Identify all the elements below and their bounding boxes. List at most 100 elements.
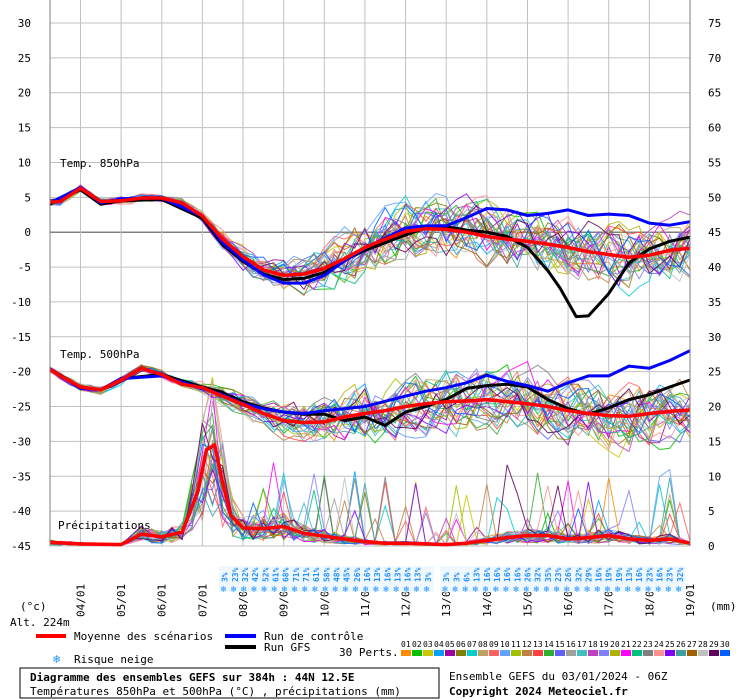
snowflake-icon: ❄ bbox=[241, 585, 247, 595]
snow-risk-pct: 71% bbox=[302, 567, 311, 582]
member-id: 01 bbox=[401, 640, 411, 649]
member-swatch bbox=[445, 650, 455, 656]
member-id: 18 bbox=[588, 640, 598, 649]
snow-risk-pct: 42% bbox=[251, 567, 260, 582]
member-line-precip bbox=[49, 477, 691, 547]
snowflake-icon: ❄ bbox=[666, 585, 672, 595]
snow-risk-pct: 3% bbox=[442, 572, 451, 582]
snowflake-icon: ❄ bbox=[251, 585, 257, 595]
left-tick-label: -35 bbox=[11, 470, 31, 483]
snowflake-icon: ❄ bbox=[261, 585, 267, 595]
plot-area bbox=[50, 0, 690, 546]
footer-title-box bbox=[19, 667, 440, 699]
snow-risk-pct: 23% bbox=[554, 567, 563, 582]
member-line-t500 bbox=[49, 364, 691, 440]
snowflake-icon: ❄ bbox=[332, 585, 338, 595]
snow-risk-pct: 16% bbox=[483, 567, 492, 582]
member-swatch bbox=[434, 650, 444, 656]
member-swatch bbox=[599, 650, 609, 656]
snowflake-icon: ❄ bbox=[574, 585, 580, 595]
snow-risk-row: 3%❄23%❄32%❄42%❄52%❄61%❄68%❄71%❄71%❄61%❄5… bbox=[218, 566, 686, 595]
snowflake-icon: ❄ bbox=[534, 585, 540, 595]
left-tick-label: -25 bbox=[11, 401, 31, 414]
member-swatch bbox=[610, 650, 620, 656]
right-tick-label: 10 bbox=[708, 470, 721, 483]
member-id: 07 bbox=[467, 640, 477, 649]
legend-control-label: Run de contrôle bbox=[264, 630, 363, 643]
snowflake-icon: ❄ bbox=[442, 585, 448, 595]
snow-risk-band bbox=[218, 566, 434, 592]
left-tick-label: 20 bbox=[18, 87, 31, 100]
right-tick-label: 70 bbox=[708, 52, 721, 65]
member-swatch bbox=[555, 650, 565, 656]
legend-snow-label: Risque neige bbox=[74, 653, 153, 666]
snow-risk-pct: 68% bbox=[282, 567, 291, 582]
x-tick-label: 14/01 bbox=[481, 584, 494, 617]
footer-subtitle: Températures 850hPa et 500hPa (°C) , pré… bbox=[30, 685, 401, 698]
member-id: 02 bbox=[412, 640, 422, 649]
right-tick-label: 40 bbox=[708, 261, 721, 274]
snow-risk-pct: 23% bbox=[645, 567, 654, 582]
snow-risk-pct: 16% bbox=[513, 567, 522, 582]
snow-risk-pct: 35% bbox=[544, 567, 553, 582]
snow-risk-pct: 19% bbox=[615, 567, 624, 582]
member-swatch bbox=[500, 650, 510, 656]
snowflake-icon: ❄ bbox=[363, 585, 369, 595]
member-id: 10 bbox=[500, 640, 510, 649]
snowflake-icon: ❄ bbox=[292, 585, 298, 595]
right-tick-label: 20 bbox=[708, 401, 721, 414]
x-tick-label: 16/01 bbox=[562, 584, 575, 617]
label-precip: Précipitations bbox=[58, 519, 151, 532]
member-id: 03 bbox=[423, 640, 433, 649]
member-id: 14 bbox=[544, 640, 554, 649]
snowflake-icon: ❄ bbox=[473, 585, 479, 595]
series-t500-mean bbox=[49, 366, 691, 425]
snowflake-icon: ❄ bbox=[393, 585, 399, 595]
snowflake-icon: ❄ bbox=[231, 585, 237, 595]
snow-risk-pct: 16% bbox=[493, 567, 502, 582]
right-tick-label: 60 bbox=[708, 122, 721, 135]
member-swatch bbox=[643, 650, 653, 656]
member-swatch bbox=[720, 650, 730, 656]
x-tick-label: 12/01 bbox=[400, 584, 413, 617]
member-swatch bbox=[533, 650, 543, 656]
snowflake-icon: ❄ bbox=[373, 585, 379, 595]
member-id: 17 bbox=[577, 640, 587, 649]
member-swatch bbox=[423, 650, 433, 656]
x-tick-label: 10/01 bbox=[318, 584, 331, 617]
snow-risk-pct: 61% bbox=[272, 567, 281, 582]
snowflake-icon: ❄ bbox=[595, 585, 601, 595]
x-tick-label: 05/01 bbox=[115, 584, 128, 617]
snowflake-icon: ❄ bbox=[414, 585, 420, 595]
snowflake-icon: ❄ bbox=[635, 585, 641, 595]
left-tick-label: -45 bbox=[11, 540, 31, 553]
snowflake-icon: ❄ bbox=[463, 585, 469, 595]
snow-risk-pct: 13% bbox=[393, 567, 402, 582]
member-id: 09 bbox=[489, 640, 499, 649]
member-swatch bbox=[621, 650, 631, 656]
member-id: 21 bbox=[621, 640, 631, 649]
member-id: 11 bbox=[511, 640, 521, 649]
snow-risk-pct: 32% bbox=[574, 567, 583, 582]
member-swatch bbox=[709, 650, 719, 656]
left-tick-label: -15 bbox=[11, 331, 31, 344]
x-tick-label: 11/01 bbox=[359, 584, 372, 617]
member-swatch bbox=[401, 650, 411, 656]
left-tick-label: 30 bbox=[18, 17, 31, 30]
member-id: 30 bbox=[720, 640, 730, 649]
snowflake-icon: ❄ bbox=[625, 585, 631, 595]
right-tick-label: 25 bbox=[708, 366, 721, 379]
snowflake-icon: ❄ bbox=[523, 585, 529, 595]
snowflake-icon: ❄ bbox=[564, 585, 570, 595]
snowflake-icon: ❄ bbox=[424, 585, 430, 595]
snowflake-icon: ❄ bbox=[282, 585, 288, 595]
right-unit: (mm) bbox=[710, 600, 737, 613]
snow-risk-pct: 32% bbox=[241, 567, 250, 582]
snowflake-icon: ❄ bbox=[312, 585, 318, 595]
member-id: 26 bbox=[676, 640, 686, 649]
snow-risk-pct: 26% bbox=[353, 567, 362, 582]
member-swatch bbox=[676, 650, 686, 656]
member-id: 05 bbox=[445, 640, 455, 649]
member-id: 12 bbox=[522, 640, 532, 649]
